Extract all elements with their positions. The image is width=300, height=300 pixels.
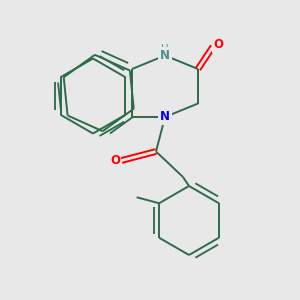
Text: H: H <box>161 44 169 54</box>
Text: N: N <box>160 49 170 62</box>
Text: N: N <box>160 110 170 124</box>
Text: O: O <box>110 154 120 167</box>
Text: O: O <box>213 38 224 52</box>
